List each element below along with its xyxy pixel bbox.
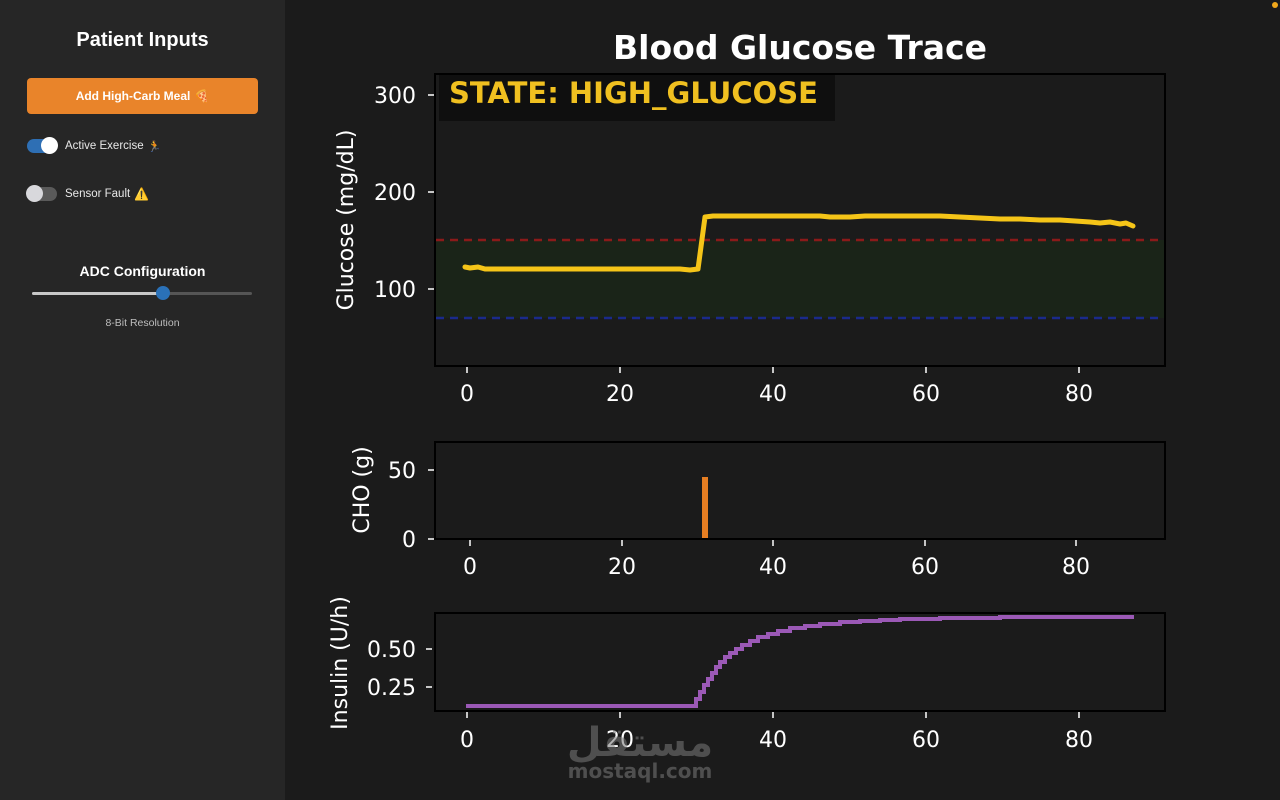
sidebar: Patient Inputs Add High-Carb Meal 🍕 Acti… (0, 0, 285, 800)
state-badge-bg (439, 75, 835, 121)
svg-text:20: 20 (608, 555, 636, 580)
chart-title: Blood Glucose Trace (613, 28, 987, 67)
warning-icon: ⚠️ (134, 187, 150, 201)
svg-text:80: 80 (1062, 555, 1090, 580)
svg-text:200: 200 (374, 181, 416, 206)
svg-text:80: 80 (1065, 728, 1093, 753)
cho-plot: 50 0 0 20 40 60 80 CHO (g) (350, 441, 1166, 580)
svg-text:60: 60 (912, 728, 940, 753)
target-band (436, 240, 1164, 318)
watermark-latin: mostaql.com (568, 759, 713, 783)
cho-y-label: CHO (g) (350, 446, 375, 533)
active-exercise-toggle[interactable] (27, 137, 58, 154)
glucose-line (462, 213, 1136, 273)
svg-text:40: 40 (759, 382, 787, 407)
glucose-y-label: Glucose (mg/dL) (334, 130, 359, 311)
pizza-icon: 🍕 (194, 89, 210, 103)
svg-text:80: 80 (1065, 382, 1093, 407)
sensor-fault-label: Sensor Fault (65, 188, 131, 200)
svg-text:0.50: 0.50 (367, 638, 416, 663)
insulin-line (466, 615, 1134, 708)
svg-text:50: 50 (388, 459, 416, 484)
svg-text:0: 0 (460, 382, 474, 407)
svg-text:40: 40 (759, 728, 787, 753)
sensor-fault-row: Sensor Fault ⚠️ (26, 185, 150, 202)
svg-text:60: 60 (911, 555, 939, 580)
adc-resolution-label: 8-Bit Resolution (105, 317, 180, 329)
toggle-knob (41, 137, 58, 154)
adc-configuration-title: ADC Configuration (79, 263, 206, 279)
watermark-arabic: مستقل (567, 720, 713, 766)
sensor-fault-toggle[interactable] (26, 185, 57, 202)
svg-text:100: 100 (374, 278, 416, 303)
running-icon: 🏃 (147, 140, 162, 153)
svg-text:20: 20 (606, 382, 634, 407)
cho-bar (702, 477, 708, 538)
svg-text:20: 20 (606, 728, 634, 753)
svg-text:60: 60 (912, 382, 940, 407)
sidebar-title: Patient Inputs (76, 29, 209, 51)
svg-text:0: 0 (402, 528, 416, 553)
add-high-carb-meal-button[interactable]: Add High-Carb Meal 🍕 (27, 78, 258, 114)
svg-text:300: 300 (374, 84, 416, 109)
status-dot-icon (1272, 2, 1278, 8)
glucose-plot: STATE: HIGH_GLUCOSE 300 200 100 0 20 40 … (334, 73, 1166, 407)
svg-text:40: 40 (759, 555, 787, 580)
active-exercise-row: Active Exercise 🏃 (27, 137, 162, 154)
insulin-y-label: Insulin (U/h) (328, 596, 353, 730)
adc-resolution-slider[interactable] (32, 286, 252, 300)
insulin-plot: 0.50 0.25 0 20 40 60 80 Insulin (U/h) (328, 596, 1166, 753)
watermark: مستقل mostaql.com (567, 720, 713, 783)
svg-text:0: 0 (463, 555, 477, 580)
slider-thumb[interactable] (156, 286, 170, 300)
svg-text:0: 0 (460, 728, 474, 753)
active-exercise-label: Active Exercise (65, 140, 144, 152)
state-badge: STATE: HIGH_GLUCOSE (449, 76, 818, 110)
meal-button-label: Add High-Carb Meal (75, 89, 191, 103)
slider-fill (32, 292, 163, 295)
toggle-knob (26, 185, 43, 202)
svg-text:0.25: 0.25 (367, 676, 416, 701)
